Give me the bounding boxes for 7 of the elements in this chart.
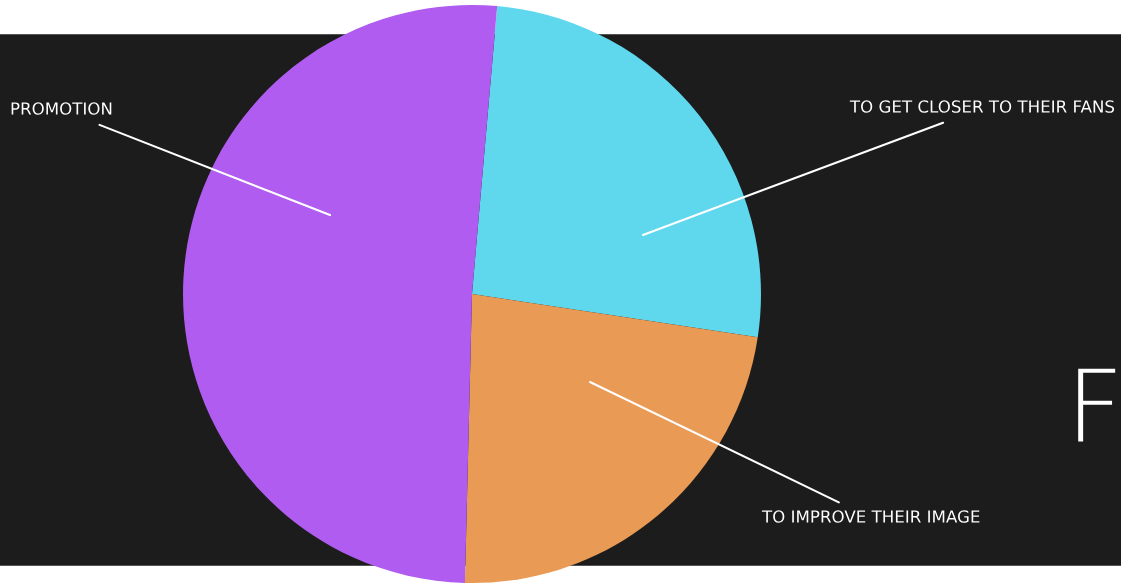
pie-slice <box>472 6 761 338</box>
pie-slice <box>183 5 498 583</box>
slice-label: TO IMPROVE THEIR IMAGE <box>761 510 980 523</box>
slice-label: PROMOTION <box>11 102 112 115</box>
text: F <box>1078 368 1116 442</box>
pie-slice <box>464 294 758 583</box>
slice-label: TO GET CLOSER TO THEIR FANS <box>849 100 1115 113</box>
